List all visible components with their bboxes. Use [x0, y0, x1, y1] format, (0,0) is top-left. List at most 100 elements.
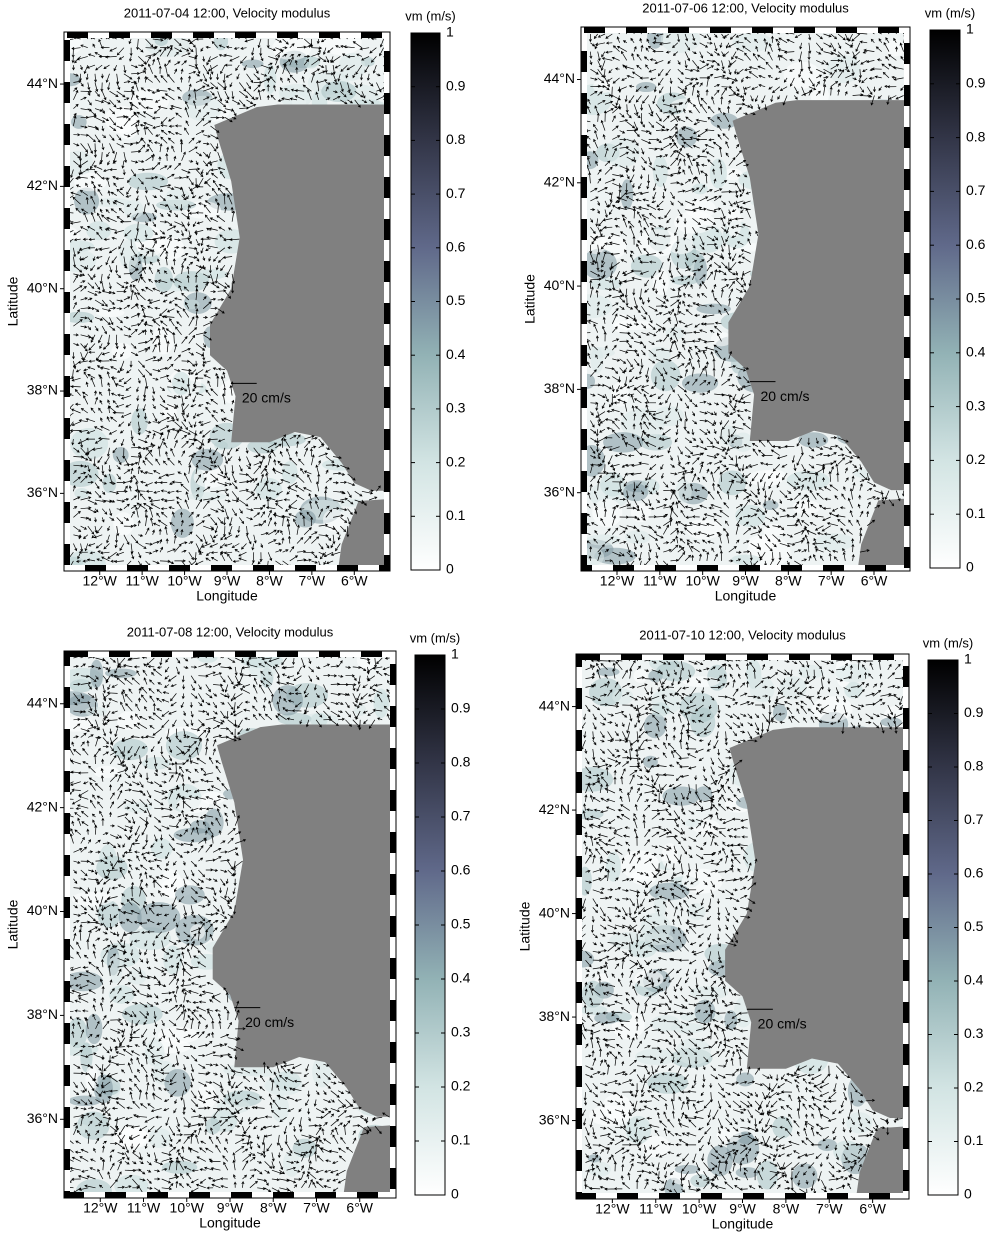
speed-patch: [102, 473, 117, 494]
x-tick-label: 10°W: [167, 573, 202, 589]
colorbar-tick-label: 0.8: [446, 131, 466, 147]
speed-patch: [119, 239, 139, 270]
colorbar-tick-label: 0: [451, 1186, 459, 1202]
colorbar-tick-label: 0.5: [964, 918, 984, 934]
speed-patch: [93, 765, 119, 779]
speed-patch: [650, 1014, 681, 1032]
speed-patch: [205, 1117, 221, 1135]
map-panel: 20 cm/s 12°W 11°W 10°W 9°W 8°W 7°W 6°W 36°N 38°N 4…: [522, 0, 986, 603]
speed-patch: [137, 902, 181, 933]
speed-patch: [590, 278, 623, 290]
speed-patch: [304, 56, 319, 69]
speed-patch: [640, 913, 671, 943]
x-tick-label: 11°W: [125, 573, 159, 589]
speed-patch: [684, 249, 704, 273]
y-tick-label: 36°N: [544, 483, 575, 499]
speed-patch: [689, 986, 729, 1000]
colorbar-tick-label: 0.6: [964, 865, 984, 881]
map-title: 2011-07-06 12:00, Velocity modulus: [642, 0, 849, 15]
speed-patch: [582, 809, 604, 820]
speed-patch: [176, 797, 210, 814]
y-tick-label: 42°N: [27, 177, 58, 193]
speed-patch: [814, 533, 855, 551]
speed-patch: [105, 668, 137, 679]
speed-patch: [74, 172, 107, 192]
x-axis-label: Longitude: [712, 1216, 774, 1232]
y-tick-label: 38°N: [27, 382, 58, 398]
frame-check: [64, 32, 390, 571]
speed-patch: [696, 303, 731, 315]
colorbar-tick-label: 0.4: [451, 970, 471, 986]
speed-patch: [614, 320, 654, 330]
map-area: [70, 657, 390, 1192]
colorbar-tick-label: 0.1: [446, 507, 466, 523]
velocity-vectors: [587, 33, 904, 565]
speed-patch: [667, 1077, 683, 1094]
speed-patch: [74, 488, 89, 499]
speed-patch: [118, 902, 142, 933]
x-tick-label: 12°W: [83, 573, 118, 589]
speed-patch: [671, 98, 703, 112]
colorbar: [410, 32, 441, 571]
speed-patch: [798, 432, 829, 448]
speed-patch: [611, 382, 629, 407]
y-tick-label: 44°N: [27, 75, 58, 91]
speed-patch: [85, 1013, 103, 1045]
speed-patch: [97, 900, 121, 928]
speed-patch: [588, 1105, 630, 1126]
colorbar-tick-label: 0: [966, 559, 974, 575]
speed-patch: [673, 211, 715, 234]
speed-patch: [89, 659, 104, 689]
speed-patch: [85, 1065, 98, 1093]
speed-patch: [643, 713, 667, 739]
colorbar-tick-label: 0: [446, 561, 454, 577]
speed-patch: [71, 891, 114, 907]
colorbar-tick-label: 0.6: [446, 239, 466, 255]
speed-patch: [660, 33, 701, 53]
speed-patch: [681, 868, 723, 894]
speed-patch: [111, 342, 133, 360]
y-tick-label: 36°N: [539, 1111, 570, 1127]
colorbar-tick-label: 1: [966, 21, 974, 37]
y-tick-label: 40°N: [27, 902, 58, 918]
speed-patch: [144, 1039, 165, 1067]
colorbar: [927, 659, 959, 1196]
x-tick-label: 8°W: [260, 1200, 287, 1216]
map-title: 2011-07-04 12:00, Velocity modulus: [124, 5, 331, 20]
x-axis-label: Longitude: [715, 588, 777, 604]
speed-patch: [189, 819, 210, 834]
speed-patch: [681, 373, 719, 393]
x-tick-label: 7°W: [303, 1200, 330, 1216]
speed-patch: [272, 685, 304, 716]
map-panel: 20 cm/s 12°W 11°W 10°W 9°W 8°W 7°W 6°W 36°N 38°N 4…: [5, 624, 471, 1230]
speed-patch: [625, 1115, 652, 1145]
speed-patch: [634, 970, 664, 988]
speed-patch: [624, 530, 651, 545]
x-tick-label: 7°W: [299, 573, 326, 589]
speed-patch: [690, 1174, 711, 1188]
scale-label: 20 cm/s: [242, 389, 291, 405]
velocity-vectors: [70, 657, 390, 1192]
speed-patch: [630, 254, 663, 278]
y-tick-label: 44°N: [544, 70, 575, 86]
speed-patch: [665, 327, 685, 340]
y-tick-label: 42°N: [544, 173, 575, 189]
speed-patch: [356, 657, 378, 671]
speed-patch: [786, 470, 830, 491]
x-tick-label: 9°W: [217, 1200, 244, 1216]
y-tick-label: 44°N: [27, 694, 58, 710]
speed-patch: [676, 126, 698, 148]
speed-patch: [587, 248, 617, 280]
colorbar-tick-label: 0.7: [446, 185, 466, 201]
speed-patch: [197, 657, 218, 663]
colorbar-tick-label: 0.4: [964, 972, 984, 988]
colorbar-tick-label: 0.1: [964, 1132, 984, 1148]
speed-patch: [791, 1163, 818, 1189]
speed-patch: [157, 1026, 200, 1044]
x-tick-label: 6°W: [859, 1201, 886, 1217]
speed-patch: [797, 664, 824, 679]
speed-patch: [587, 1154, 602, 1163]
colorbar-tick-label: 0.3: [966, 397, 986, 413]
colorbar-tick-label: 1: [446, 24, 454, 40]
y-tick-label: 36°N: [27, 1110, 58, 1126]
